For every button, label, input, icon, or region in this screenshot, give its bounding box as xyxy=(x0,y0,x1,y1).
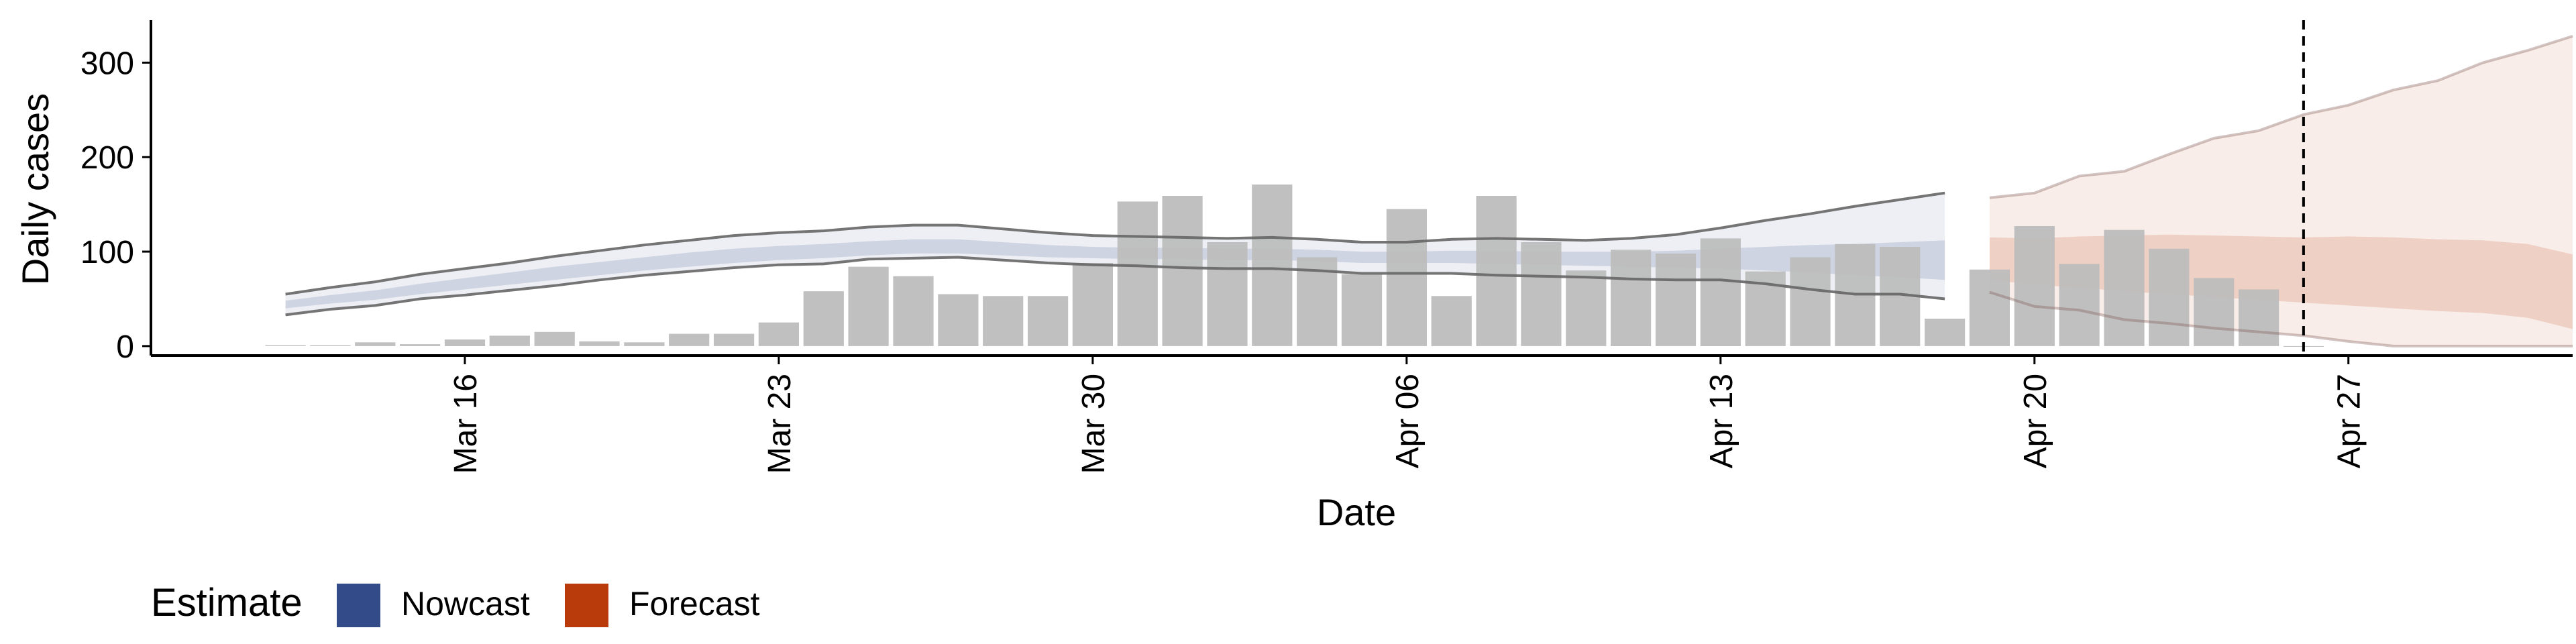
bar-2020-04-21 xyxy=(2059,264,2100,346)
x-tick-label-2020-04-13: Apr 13 xyxy=(1704,374,1739,468)
bar-2020-04-10 xyxy=(1566,270,1607,346)
x-axis-title: Date xyxy=(1317,491,1396,533)
bar-2020-03-31 xyxy=(1117,201,1158,346)
bar-2020-04-23 xyxy=(2149,248,2190,346)
bar-2020-04-01 xyxy=(1162,196,1203,346)
legend-label-nowcast: Nowcast xyxy=(401,585,530,623)
bar-2020-04-11 xyxy=(1611,250,1652,346)
bar-2020-04-13 xyxy=(1700,238,1741,346)
y-tick-label-0: 0 xyxy=(116,329,134,365)
bar-2020-03-15 xyxy=(400,344,441,346)
x-tick-label-2020-03-23: Mar 23 xyxy=(762,374,798,474)
bar-2020-03-21 xyxy=(669,333,710,346)
x-tick-label-2020-04-06: Apr 06 xyxy=(1390,374,1426,468)
bar-2020-03-30 xyxy=(1072,263,1113,346)
bar-2020-04-03 xyxy=(1252,184,1293,346)
bar-2020-04-05 xyxy=(1341,274,1383,346)
bar-2020-04-19 xyxy=(1969,269,2010,346)
legend-title: Estimate xyxy=(151,581,303,625)
lower90-line-nowcast xyxy=(285,256,1945,317)
bar-2020-04-25 xyxy=(2239,289,2279,346)
bar-2020-03-22 xyxy=(714,333,755,346)
upper90-line-nowcast xyxy=(285,191,1945,296)
bar-2020-03-29 xyxy=(1028,296,1069,346)
bar-2020-04-07 xyxy=(1431,296,1472,346)
legend-key-nowcast xyxy=(337,584,380,627)
bar-2020-03-25 xyxy=(848,266,889,346)
band90-nowcast xyxy=(285,193,1945,315)
axes: 0 100 200 300 Mar 16 Mar 23 Mar 30 Apr 06 Apr 13… xyxy=(80,20,2573,474)
bar-2020-04-20 xyxy=(2014,226,2055,346)
legend: Estimate Nowcast Forecast xyxy=(151,581,760,627)
bar-2020-04-12 xyxy=(1655,253,1697,346)
bars-reported-cases xyxy=(265,184,2324,347)
bar-2020-03-24 xyxy=(803,291,844,346)
legend-label-forecast: Forecast xyxy=(629,585,760,623)
bar-2020-03-20 xyxy=(624,342,665,346)
bar-2020-03-18 xyxy=(534,331,575,346)
bar-2020-03-14 xyxy=(355,342,396,346)
legend-key-forecast xyxy=(565,584,608,627)
bar-2020-03-23 xyxy=(758,322,799,346)
credible-interval-lines xyxy=(285,34,2573,347)
bar-2020-04-24 xyxy=(2194,278,2235,346)
bar-2020-03-16 xyxy=(444,339,486,346)
bar-2020-04-22 xyxy=(2104,229,2145,346)
upper90-line-forecast xyxy=(1989,34,2573,199)
bar-2020-03-19 xyxy=(579,341,620,346)
bar-2020-04-18 xyxy=(1925,319,1966,346)
bar-2020-04-15 xyxy=(1790,257,1831,346)
bar-2020-03-13 xyxy=(310,345,351,346)
y-axis-title: Daily cases xyxy=(14,93,56,285)
y-tick-label-100: 100 xyxy=(80,235,134,270)
bar-2020-04-08 xyxy=(1476,196,1517,346)
bar-2020-03-28 xyxy=(983,296,1024,346)
bar-2020-04-02 xyxy=(1207,242,1248,346)
y-tick-label-300: 300 xyxy=(80,46,134,81)
lower90-line-forecast xyxy=(1989,290,2573,347)
bar-2020-04-09 xyxy=(1521,242,1562,346)
y-tick-label-200: 200 xyxy=(80,140,134,176)
x-tick-label-2020-04-20: Apr 20 xyxy=(2018,374,2053,468)
bar-2020-03-12 xyxy=(265,345,306,346)
x-tick-label-2020-03-16: Mar 16 xyxy=(448,374,484,474)
bar-2020-03-26 xyxy=(893,276,934,346)
bar-2020-03-17 xyxy=(489,335,530,346)
x-tick-label-2020-03-30: Mar 30 xyxy=(1076,374,1112,474)
bar-2020-03-27 xyxy=(938,294,979,346)
x-tick-label-2020-04-27: Apr 27 xyxy=(2332,374,2367,468)
bar-2020-04-06 xyxy=(1386,209,1427,346)
